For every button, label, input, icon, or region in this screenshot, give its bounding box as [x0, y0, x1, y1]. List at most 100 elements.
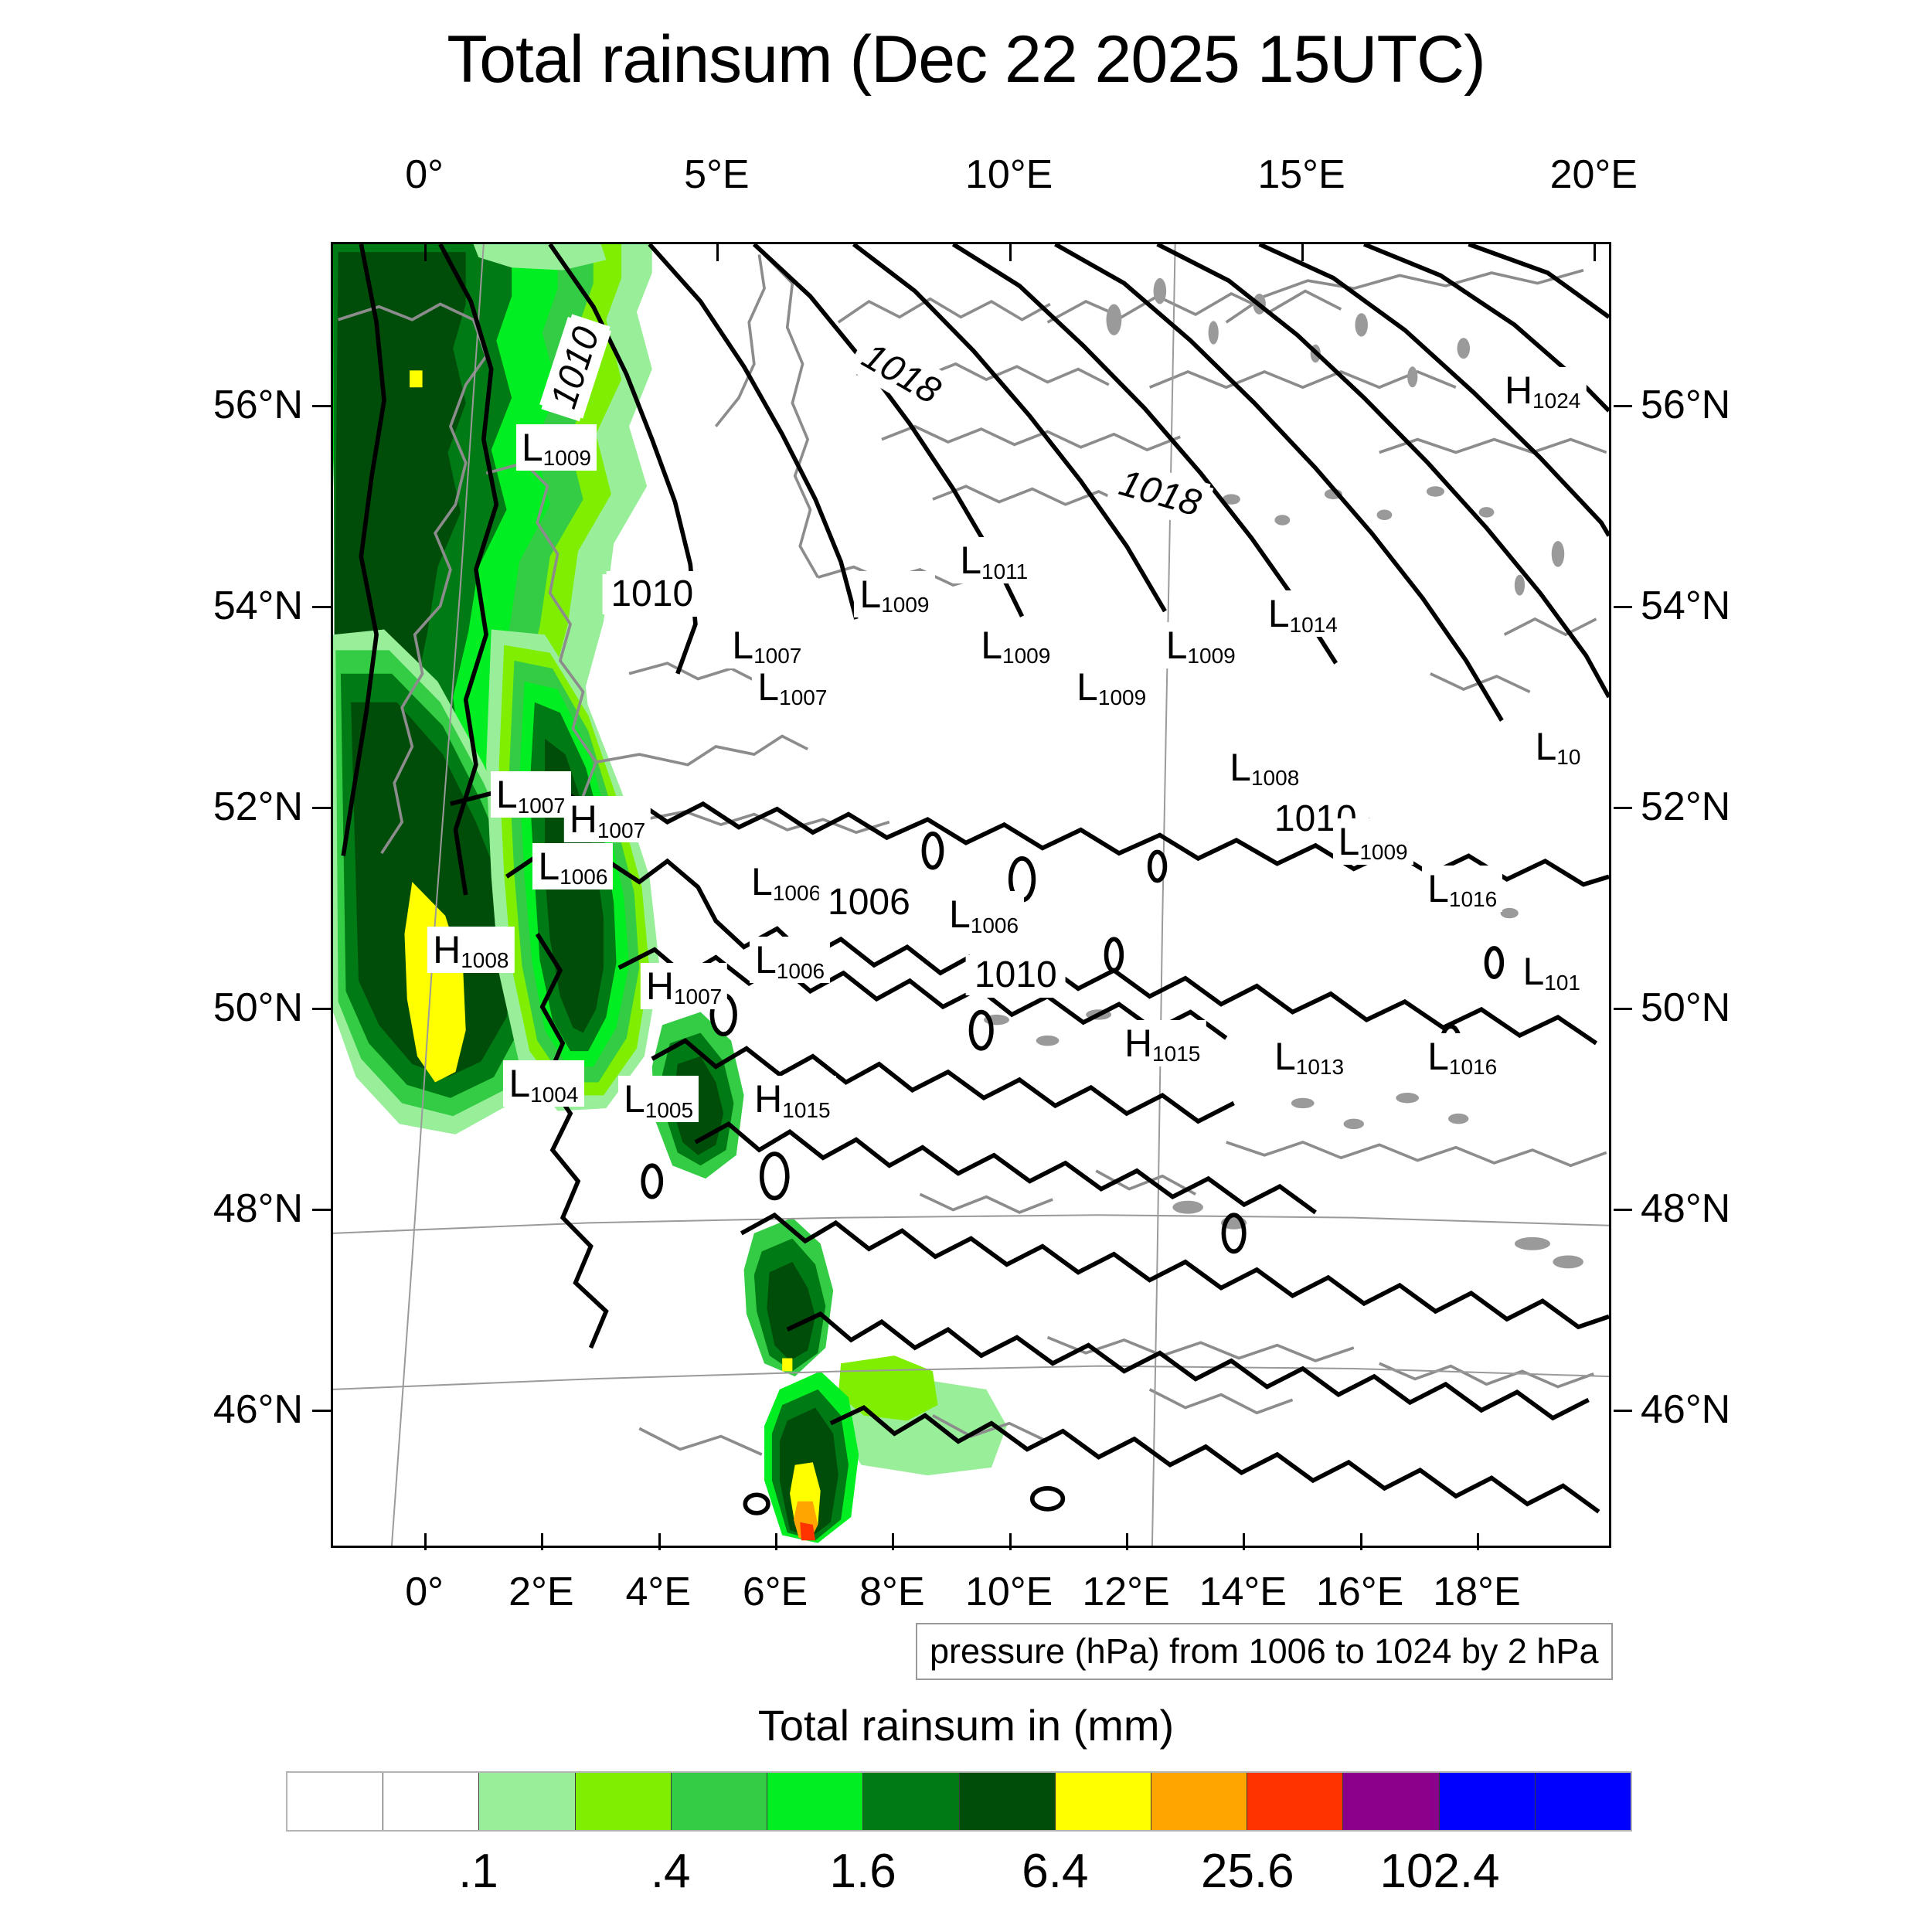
colorbar-cell-1[interactable]: [383, 1773, 480, 1830]
low-pressure-label-L10-e: L10: [1529, 723, 1587, 770]
map-plot-area[interactable]: 1010 L1009 1018 H1024 1018 L1011 1010 L1009 L101…: [331, 242, 1611, 1548]
axis-tick-label-top: 0°: [405, 152, 444, 197]
axis-tick-mark-left: [312, 404, 331, 407]
colorbar-cell-4[interactable]: [671, 1773, 768, 1830]
axis-tick-mark-bottom: [775, 1533, 778, 1550]
axis-tick-label-right: 56°N: [1641, 382, 1731, 427]
low-pressure-label-L1016-e2: L1016: [1422, 1032, 1503, 1080]
low-pressure-label-L1005-s: L1005: [617, 1076, 699, 1123]
axis-tick-label-top: 15°E: [1257, 152, 1345, 197]
axis-tick-mark-bottom: [424, 1533, 427, 1550]
colorbar-tick-2: 1.6: [829, 1845, 896, 1898]
pressure-legend: pressure (hPa) from 1006 to 1024 by 2 hP…: [916, 1623, 1613, 1680]
axis-tick-mark-right: [1614, 1007, 1632, 1010]
axis-tick-mark-bottom: [1476, 1533, 1479, 1550]
axis-tick-mark-bottom: [1126, 1533, 1128, 1550]
axis-tick-label-left: 48°N: [213, 1185, 303, 1231]
axis-tick-mark-left: [312, 605, 331, 608]
axis-tick-mark-left: [312, 806, 331, 809]
colorbar-tick-4: 25.6: [1200, 1845, 1294, 1898]
colorbar-cell-7[interactable]: [959, 1773, 1056, 1830]
colorbar-cell-6[interactable]: [863, 1773, 960, 1830]
low-pressure-label-L1006-c1: L1006: [746, 859, 827, 906]
axis-tick-mark-top: [1594, 244, 1597, 261]
axis-tick-label-left: 46°N: [213, 1386, 303, 1432]
axis-tick-label-right: 50°N: [1641, 985, 1731, 1030]
axis-tick-mark-bottom: [1359, 1533, 1362, 1550]
low-pressure-label-L1008-e: L1008: [1224, 743, 1305, 791]
colorbar-cell-0[interactable]: [287, 1773, 384, 1830]
colorbar-cell-10[interactable]: [1247, 1773, 1344, 1830]
low-pressure-label-L1009-c2: L1009: [975, 621, 1056, 668]
colorbar-tick-0: .1: [458, 1845, 498, 1898]
low-pressure-label-L1004-sw: L1004: [503, 1060, 584, 1107]
low-pressure-label-L1006-c2: L1006: [943, 891, 1025, 938]
low-pressure-label-L1009-nw: L1009: [515, 423, 597, 471]
axis-tick-label-bottom: 16°E: [1315, 1570, 1404, 1614]
axis-tick-label-right: 54°N: [1641, 583, 1731, 628]
low-pressure-label-L1013-e: L1013: [1268, 1032, 1350, 1080]
coastlines: [338, 253, 1607, 1456]
axis-tick-label-top: 20°E: [1549, 152, 1638, 197]
low-pressure-label-L1014: L1014: [1262, 590, 1343, 638]
colorbar-caption: Total rainsum in (mm): [757, 1701, 1175, 1750]
axis-tick-mark-top: [716, 244, 719, 261]
high-pressure-label-H1008-sw: H1008: [427, 926, 515, 973]
axis-tick-label-left: 54°N: [213, 583, 303, 628]
axis-tick-mark-bottom: [1243, 1533, 1246, 1550]
axis-tick-mark-top: [1301, 244, 1304, 261]
colorbar-cell-11[interactable]: [1343, 1773, 1440, 1830]
axis-tick-label-left: 52°N: [213, 784, 303, 829]
axis-tick-mark-right: [1614, 1409, 1632, 1412]
colorbar-cell-2[interactable]: [479, 1773, 576, 1830]
page-title: Total rainsum (Dec 22 2025 15UTC): [447, 22, 1486, 97]
axis-tick-label-top: 10°E: [965, 152, 1053, 197]
colorbar-cell-13[interactable]: [1535, 1773, 1631, 1830]
precip-patch-southeast: [743, 1217, 1007, 1476]
colorbar-cell-12[interactable]: [1439, 1773, 1536, 1830]
colorbar-tick-5: 102.4: [1379, 1845, 1500, 1898]
axis-tick-label-bottom: 2°E: [509, 1570, 574, 1614]
isobar-value-label-c1006: 1006: [819, 879, 919, 926]
low-pressure-label-L101-e: L101: [1517, 948, 1586, 995]
axis-tick-label-top: 5°E: [684, 152, 750, 197]
colorbar-tick-1: .4: [650, 1845, 691, 1898]
high-pressure-label-H1007-s: H1007: [640, 962, 728, 1009]
isobar-value-label-c1010-n: 1010: [602, 570, 702, 617]
high-pressure-label-H1015-e: H1015: [1118, 1019, 1206, 1066]
isobar-value-label-c1010-s: 1010: [965, 952, 1066, 998]
low-pressure-label-L1009-e2: L1009: [1332, 818, 1413, 865]
axis-tick-mark-top: [424, 244, 427, 261]
axis-tick-label-bottom: 12°E: [1082, 1570, 1170, 1614]
low-pressure-label-L1011: L1011: [954, 537, 1034, 584]
precip-hotspot: [764, 1358, 859, 1543]
axis-tick-label-bottom: 14°E: [1199, 1570, 1287, 1614]
axis-tick-mark-bottom: [892, 1533, 895, 1550]
yellow-cell-west: [410, 370, 423, 388]
high-pressure-label-H1007-sw: H1007: [563, 796, 651, 843]
axis-tick-mark-top: [1009, 244, 1012, 261]
high-pressure-label-H1024: H1024: [1498, 366, 1587, 413]
axis-tick-label-right: 52°N: [1641, 784, 1731, 829]
colorbar-cell-5[interactable]: [767, 1773, 864, 1830]
axis-tick-mark-bottom: [658, 1533, 661, 1550]
precip-patch-north: [473, 244, 607, 270]
low-pressure-label-L1009-c1: L1009: [854, 570, 935, 617]
axis-tick-label-bottom: 18°E: [1433, 1570, 1521, 1614]
low-pressure-label-L1009-c3: L1009: [1160, 621, 1241, 668]
colorbar-cell-9[interactable]: [1151, 1773, 1248, 1830]
axis-tick-label-bottom: 10°E: [965, 1570, 1053, 1614]
low-pressure-label-L1009-c4: L1009: [1071, 663, 1152, 710]
low-pressure-label-L1007-c1: L1007: [726, 621, 808, 668]
colorbar[interactable]: [286, 1771, 1632, 1832]
high-pressure-label-H1015-s: H1015: [749, 1076, 836, 1123]
isobars: [341, 244, 1609, 1515]
colorbar-cell-8[interactable]: [1055, 1773, 1151, 1830]
axis-tick-label-right: 46°N: [1641, 1386, 1731, 1432]
axis-tick-mark-right: [1614, 806, 1632, 809]
colorbar-tick-labels: .1 .4 1.6 6.4 25.6 102.4: [286, 1844, 1632, 1913]
axis-tick-label-left: 50°N: [213, 985, 303, 1030]
colorbar-cell-3[interactable]: [575, 1773, 672, 1830]
axis-tick-mark-left: [312, 1208, 331, 1211]
